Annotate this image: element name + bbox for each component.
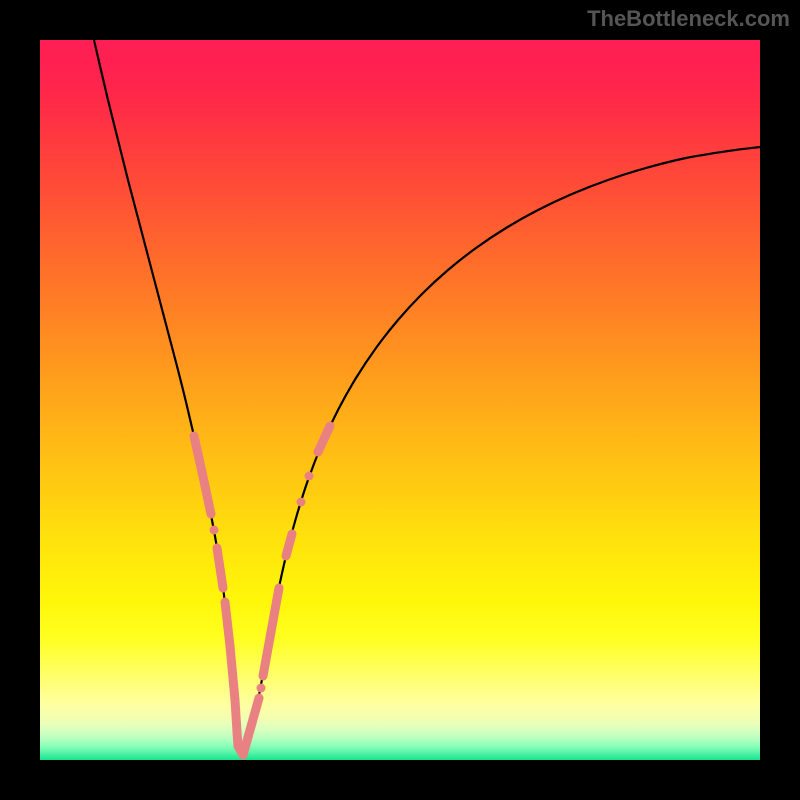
plot-area: [40, 40, 760, 760]
chart-root: TheBottleneck.com: [0, 0, 800, 800]
highlight-markers: [40, 40, 760, 760]
watermark-text: TheBottleneck.com: [587, 6, 790, 32]
